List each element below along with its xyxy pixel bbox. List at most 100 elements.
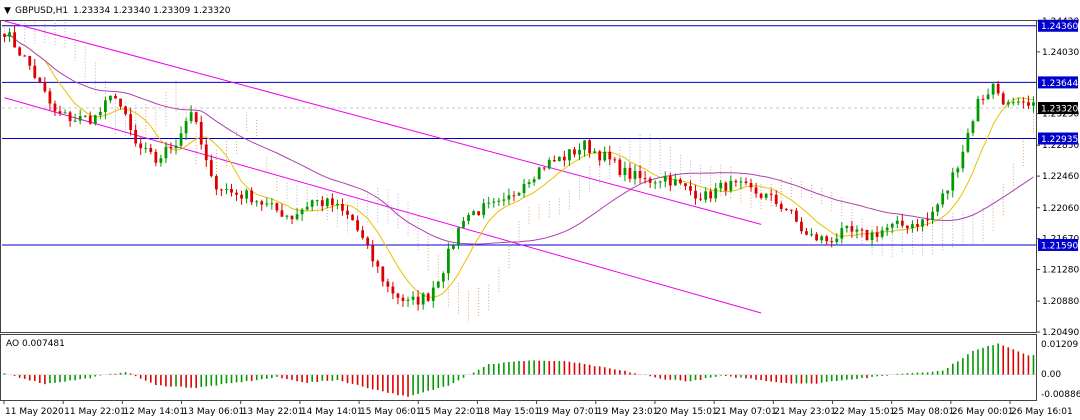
candle-body (48, 91, 52, 104)
candle-body (391, 286, 395, 294)
candle-body (28, 56, 32, 66)
candle-body (265, 203, 269, 205)
level-label: 1.22935 (1041, 135, 1078, 145)
candle-body (124, 106, 127, 115)
candle-body (779, 203, 783, 209)
candle-body (411, 296, 415, 300)
candle-body (744, 181, 748, 184)
candle-body (547, 159, 551, 169)
candle-body (789, 209, 793, 211)
candle-body (734, 180, 738, 183)
candle-body (905, 225, 909, 229)
x-tick-label: 13 May 22:01 (242, 407, 304, 417)
horizontal-levels[interactable] (2, 25, 1036, 246)
x-tick-label: 15 May 06:01 (360, 407, 422, 417)
candle-body (129, 114, 133, 130)
x-tick-label: 20 May 15:01 (656, 407, 718, 417)
candle-body (850, 226, 854, 232)
ao-tick-zero: 0.00 (1041, 370, 1061, 380)
candle-body (255, 201, 259, 203)
candle-body (164, 146, 168, 159)
candle-body (774, 194, 778, 204)
candle-body (209, 160, 213, 177)
x-tick-label: 21 May 07:01 (715, 407, 777, 417)
x-tick-label: 21 May 23:01 (774, 407, 836, 417)
candle-body (825, 236, 829, 242)
channel-line (4, 20, 762, 225)
collapse-triangle-icon[interactable]: ▼ (4, 6, 11, 16)
candle-body (563, 156, 566, 161)
x-tick-label: 19 May 23:01 (597, 407, 659, 417)
candle-body (618, 159, 622, 176)
candle-body (431, 287, 435, 301)
x-tick-label: 18 May 15:01 (478, 407, 540, 417)
candle-body (916, 224, 919, 227)
candle-body (396, 293, 400, 298)
candle-body (169, 146, 173, 149)
candle-body (477, 211, 481, 216)
candle-body (88, 115, 92, 124)
candle-body (144, 147, 148, 149)
candle-body (522, 184, 526, 193)
y-tick-label: 1.22460 (1042, 172, 1079, 182)
candle-body (820, 236, 824, 241)
candle-body (220, 189, 223, 191)
candle-body (482, 203, 486, 216)
candle-body (13, 32, 16, 48)
candle-body (633, 170, 637, 179)
candle-body (18, 47, 22, 56)
candle-body (668, 176, 672, 186)
candle-body (1027, 102, 1030, 106)
x-tick-label: 25 May 08:01 (893, 407, 955, 417)
candle-body (981, 98, 985, 100)
x-tick-label: 12 May 14:01 (123, 407, 185, 417)
candle-body (764, 193, 768, 198)
candle-body (557, 156, 561, 162)
candle-body (552, 159, 556, 162)
candle-body (1032, 102, 1035, 106)
candle-body (240, 194, 243, 199)
candle-body (320, 200, 324, 206)
candle-body (436, 281, 440, 288)
candle-body (426, 293, 430, 301)
candle-body (991, 83, 995, 95)
x-tick-label: 15 May 22:01 (419, 407, 481, 417)
candle-body (709, 191, 713, 199)
candle-body (689, 186, 692, 191)
y-tick-label: 1.22060 (1042, 204, 1079, 214)
candle-body (613, 159, 617, 161)
candle-body (694, 190, 697, 199)
candle-body (658, 181, 662, 183)
candle-body (593, 151, 597, 154)
candle-body (830, 241, 834, 243)
candle-body (784, 208, 788, 210)
candle-body (507, 195, 511, 200)
candle-body (204, 144, 208, 161)
candle-body (53, 103, 57, 112)
candle-body (815, 234, 818, 241)
level-label-box (1038, 238, 1078, 251)
candle-body (971, 121, 975, 133)
candle-body (1022, 101, 1025, 103)
x-tick-label: 26 May 00:01 (952, 407, 1014, 417)
candle-body (63, 112, 67, 114)
candle-body (199, 121, 203, 145)
candle-body (673, 179, 677, 186)
candle-body (250, 190, 254, 203)
candle-body (996, 83, 1000, 94)
candle-body (315, 200, 319, 202)
candle-body (719, 182, 723, 189)
candle-body (900, 220, 904, 226)
candle-body (497, 200, 501, 202)
candle-body (875, 232, 879, 237)
candle-body (68, 112, 72, 122)
candle-body (189, 112, 193, 122)
symbol-label: GBPUSD,H1 (15, 6, 68, 16)
candle-body (578, 149, 581, 155)
current-price-label: 1.23320 (1041, 105, 1078, 115)
ao-tick-top: 0.01209 (1041, 340, 1078, 350)
candle-body (346, 210, 349, 215)
candle-body (532, 179, 536, 183)
candle-body (895, 220, 899, 224)
